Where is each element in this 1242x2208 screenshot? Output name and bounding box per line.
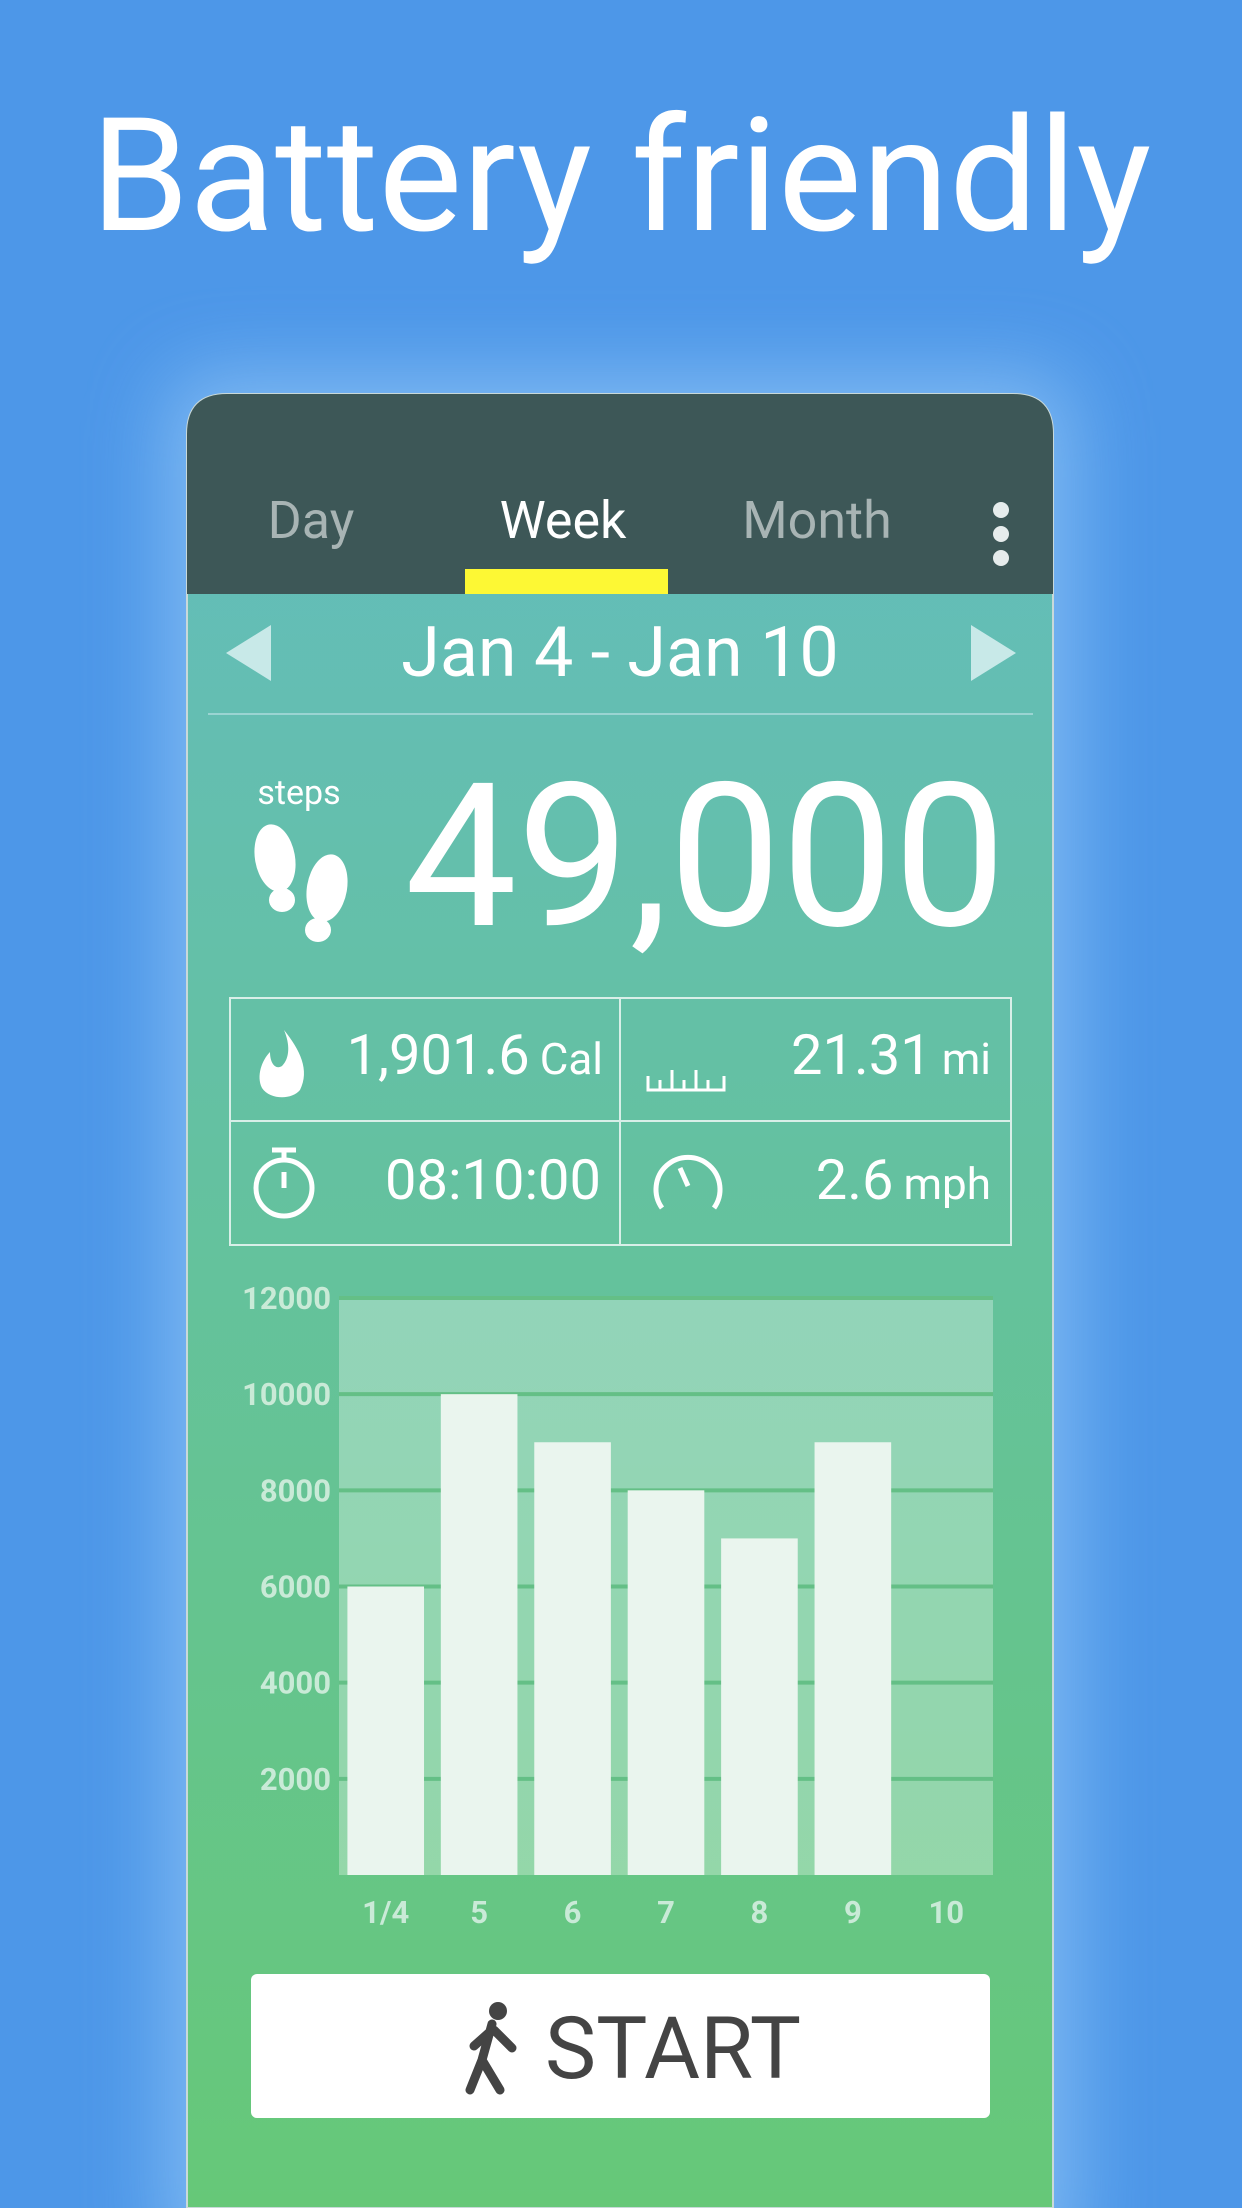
speed: 2.6 mph xyxy=(816,1147,991,1213)
x-tick-label: 7 xyxy=(657,1894,675,1931)
chart: 2000 4000 6000 8000 10000 12000 1/4 5 6 7 8 9 10 xyxy=(242,1280,993,1931)
tab-indicator xyxy=(465,569,668,594)
distance: 21.31 mi xyxy=(791,1022,991,1088)
start-button[interactable] xyxy=(251,1974,990,2118)
calories: 1,901.6 Cal xyxy=(347,1022,603,1088)
steps-value: 49,000 xyxy=(405,739,1006,974)
walker-icon xyxy=(465,2002,517,2095)
y-tick-label: 2000 xyxy=(260,1761,331,1798)
duration: 08:10:00 xyxy=(385,1147,601,1213)
tab-week[interactable]: Week xyxy=(500,490,627,551)
speedometer-icon xyxy=(653,1154,723,1210)
tab-bar xyxy=(187,394,1053,594)
menu-button[interactable] xyxy=(993,502,1009,566)
prev-arrow[interactable] xyxy=(226,625,271,681)
bar xyxy=(347,1586,425,1875)
bar xyxy=(721,1538,798,1875)
tab-day[interactable]: Day xyxy=(268,490,355,551)
steps-label: steps xyxy=(257,773,340,813)
stopwatch-icon xyxy=(253,1147,315,1219)
bar xyxy=(627,1490,705,1875)
x-tick-label: 8 xyxy=(751,1894,769,1931)
x-tick-label: 5 xyxy=(470,1894,488,1931)
x-tick-label: 10 xyxy=(928,1894,964,1931)
y-tick-label: 4000 xyxy=(260,1665,331,1702)
x-tick-label: 9 xyxy=(844,1894,862,1931)
y-tick-label: 8000 xyxy=(260,1472,331,1509)
x-tick-label: 6 xyxy=(564,1894,582,1931)
bar xyxy=(534,1442,611,1875)
ruler-icon xyxy=(646,1070,726,1092)
y-tick-label: 12000 xyxy=(242,1280,331,1317)
next-arrow[interactable] xyxy=(971,625,1016,681)
x-tick-label: 1/4 xyxy=(362,1894,409,1931)
date-range: Jan 4 - Jan 10 xyxy=(401,612,839,694)
headline: Battery friendly xyxy=(91,83,1152,269)
y-tick-label: 10000 xyxy=(242,1376,331,1413)
stats-grid xyxy=(229,997,1012,1246)
flame-icon xyxy=(259,1030,305,1098)
bar xyxy=(440,1394,518,1875)
y-tick-label: 6000 xyxy=(260,1569,331,1606)
bar xyxy=(814,1442,892,1875)
footprints-icon xyxy=(254,824,348,942)
tab-month[interactable]: Month xyxy=(742,490,891,551)
start-label[interactable]: START xyxy=(545,1998,801,2099)
